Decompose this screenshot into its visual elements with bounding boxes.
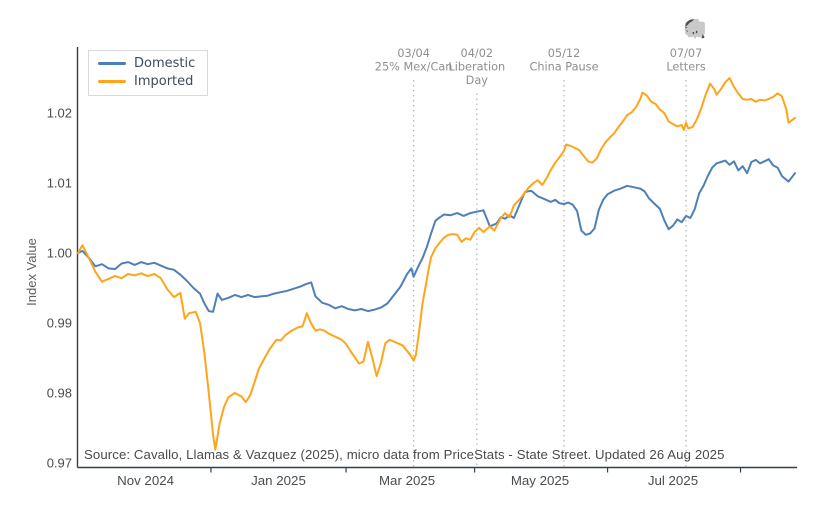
annotation-text-2: Day <box>466 74 489 87</box>
x-tick-label: May 2025 <box>511 473 569 488</box>
toolbar <box>684 18 818 42</box>
y-tick-label: 1.02 <box>47 106 72 121</box>
home-icon[interactable] <box>685 18 818 42</box>
annotation-text-1: 03/04 <box>397 47 430 60</box>
legend-swatch-domestic <box>98 62 126 65</box>
annotation-text-2: 04/02 <box>461 47 494 60</box>
series-line-domestic <box>77 158 796 313</box>
legend-item-imported[interactable]: Imported <box>98 74 195 89</box>
annotation-text-3: 05/12 <box>548 47 581 60</box>
y-tick-label: 0.98 <box>47 386 72 401</box>
y-axis-title: Index Value <box>24 238 39 306</box>
legend-item-domestic[interactable]: Domestic <box>98 56 195 71</box>
y-tick-label: 1.01 <box>47 176 72 191</box>
x-tick-label: Nov 2024 <box>117 473 174 488</box>
annotation-text-2: Liberation <box>448 61 505 74</box>
series-line-imported <box>77 77 796 451</box>
legend-label: Domestic <box>134 56 196 71</box>
legend-swatch-imported <box>98 80 126 83</box>
annotation-text-4: Letters <box>666 61 705 74</box>
x-tick-label: Mar 2025 <box>379 473 435 488</box>
x-tick-label: Jan 2025 <box>251 473 306 488</box>
legend: Domestic Imported <box>88 50 209 96</box>
source-note: Source: Cavallo, Llamas & Vazquez (2025)… <box>84 447 725 462</box>
y-tick-label: 0.99 <box>47 316 72 331</box>
legend-label: Imported <box>134 74 194 89</box>
pan-arrows-icon[interactable] <box>684 18 782 42</box>
plot-area[interactable] <box>78 47 795 468</box>
x-tick-label: Jul 2025 <box>648 473 698 488</box>
annotation-text-4: 07/07 <box>670 47 703 60</box>
y-tick-label: 0.97 <box>47 456 72 471</box>
annotation-text-3: China Pause <box>529 61 598 74</box>
y-tick-label: 1.00 <box>47 246 72 261</box>
annotation-text-1: 25% Mex/Can <box>375 61 453 74</box>
zoom-magnifier-icon[interactable] <box>685 18 746 42</box>
